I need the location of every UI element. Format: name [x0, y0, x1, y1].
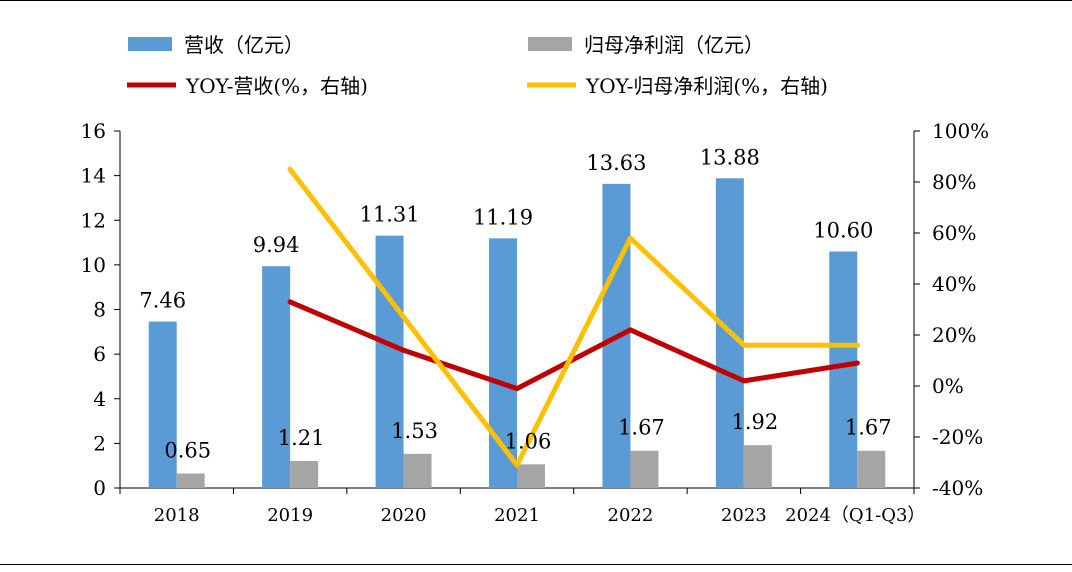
- net-profit-yoy-point: [287, 166, 293, 172]
- right-axis-tick-label: 100%: [932, 119, 989, 143]
- x-axis-tick-label: 2020: [381, 505, 427, 526]
- data-labels: 7.46 0.65 9.94 1.21 11.31 1.53 11.19 1.06 13.63 1…: [139, 145, 891, 462]
- right-axis-tick-label: 60%: [932, 221, 976, 245]
- net-profit-yoy-point: [514, 462, 520, 468]
- left-axis-tick-label: 16: [81, 119, 106, 143]
- revenue-yoy-line: [287, 299, 860, 392]
- revenue-data-label: 10.60: [813, 218, 873, 242]
- net-profit-data-label: 1.53: [391, 419, 438, 443]
- right-axis-tick-label: 40%: [932, 272, 976, 296]
- x-axis-tick-label: 2019: [267, 505, 313, 526]
- x-axis-tick-label: 2021: [494, 505, 540, 526]
- net-profit-bar: [290, 461, 319, 488]
- right-axis-tick-label: 20%: [932, 323, 976, 347]
- left-axis-tick-label: 10: [81, 253, 106, 277]
- revenue-data-label: 13.63: [586, 151, 646, 175]
- right-axis-tick-label: -20%: [932, 425, 983, 449]
- net-profit-data-label: 0.65: [164, 438, 211, 462]
- legend-label-net-profit: 归母净利润（亿元）: [584, 33, 764, 57]
- net-profit-bar: [857, 450, 886, 488]
- left-axis-tick-label: 6: [93, 342, 106, 366]
- left-axis-tick-label: 14: [81, 164, 106, 188]
- left-axis-tick-label: 0: [93, 476, 106, 500]
- net-profit-data-label: 1.67: [618, 416, 665, 440]
- net-profit-data-label: 1.06: [505, 429, 552, 453]
- axes: 0 2 4 6 8 10 12 14 16 -40% -20% 0% 20% 40% 60% 80% 100% 2…: [81, 119, 990, 526]
- revenue-data-label: 13.88: [700, 145, 760, 169]
- right-axis-tick-label: -40%: [932, 476, 983, 500]
- net-profit-yoy-point: [401, 314, 407, 320]
- bottom-rule: [0, 564, 1072, 565]
- net-profit-data-label: 1.67: [845, 416, 892, 440]
- yoy-lines: [287, 166, 860, 468]
- net-profit-bar: [403, 453, 432, 488]
- revenue-data-label: 9.94: [253, 233, 300, 257]
- top-rule: [0, 0, 1072, 1]
- revenue-yoy-point: [854, 360, 860, 366]
- legend-label-net-profit-yoy: YOY-归母净利润(%，右轴): [585, 74, 828, 98]
- net-profit-data-label: 1.92: [731, 410, 778, 434]
- revenue-yoy-point: [287, 299, 293, 305]
- revenue-data-label: 11.19: [473, 205, 533, 229]
- revenue-yoy-point: [741, 378, 747, 384]
- revenue-bar: [148, 321, 177, 488]
- net-profit-yoy-point: [627, 235, 633, 241]
- x-axis-tick-label: 2022: [608, 505, 654, 526]
- revenue-bar: [829, 251, 858, 488]
- legend-label-revenue-yoy: YOY-营收(%，右轴): [185, 74, 368, 98]
- right-axis-tick-label: 0%: [932, 374, 964, 398]
- right-axis-tick-label: 80%: [932, 170, 976, 194]
- revenue-data-label: 7.46: [139, 289, 186, 313]
- net-profit-bar: [176, 473, 205, 488]
- net-profit-data-label: 1.21: [278, 426, 325, 450]
- net-profit-bar: [630, 450, 659, 488]
- revenue-yoy-point: [627, 327, 633, 333]
- legend-swatch-revenue: [128, 37, 172, 51]
- net-profit-bar: [517, 464, 545, 488]
- left-axis-tick-label: 12: [81, 208, 106, 232]
- revenue-data-label: 11.31: [360, 203, 420, 227]
- legend-label-revenue: 营收（亿元）: [184, 33, 304, 57]
- net-profit-yoy-point: [741, 342, 747, 348]
- x-axis-tick-label: 2023: [721, 505, 767, 526]
- revenue-yoy-point: [401, 347, 407, 353]
- legend-swatch-net-profit: [528, 37, 572, 51]
- revenue-bar: [262, 266, 291, 488]
- legend: 营收（亿元） 归母净利润（亿元） YOY-营收(%，右轴) YOY-归母净利润(…: [127, 33, 828, 98]
- left-axis-tick-label: 4: [93, 387, 106, 411]
- left-axis-tick-label: 2: [93, 431, 106, 455]
- net-profit-yoy-line: [287, 166, 860, 468]
- revenue-yoy-point: [514, 386, 520, 392]
- net-profit-bar: [743, 445, 772, 488]
- x-axis-tick-label: 2024（Q1-Q3）: [785, 505, 925, 526]
- revenue-bar: [375, 235, 404, 488]
- net-profit-yoy-point: [854, 342, 860, 348]
- x-axis-tick-label: 2018: [154, 505, 200, 526]
- left-axis-tick-label: 8: [93, 298, 106, 322]
